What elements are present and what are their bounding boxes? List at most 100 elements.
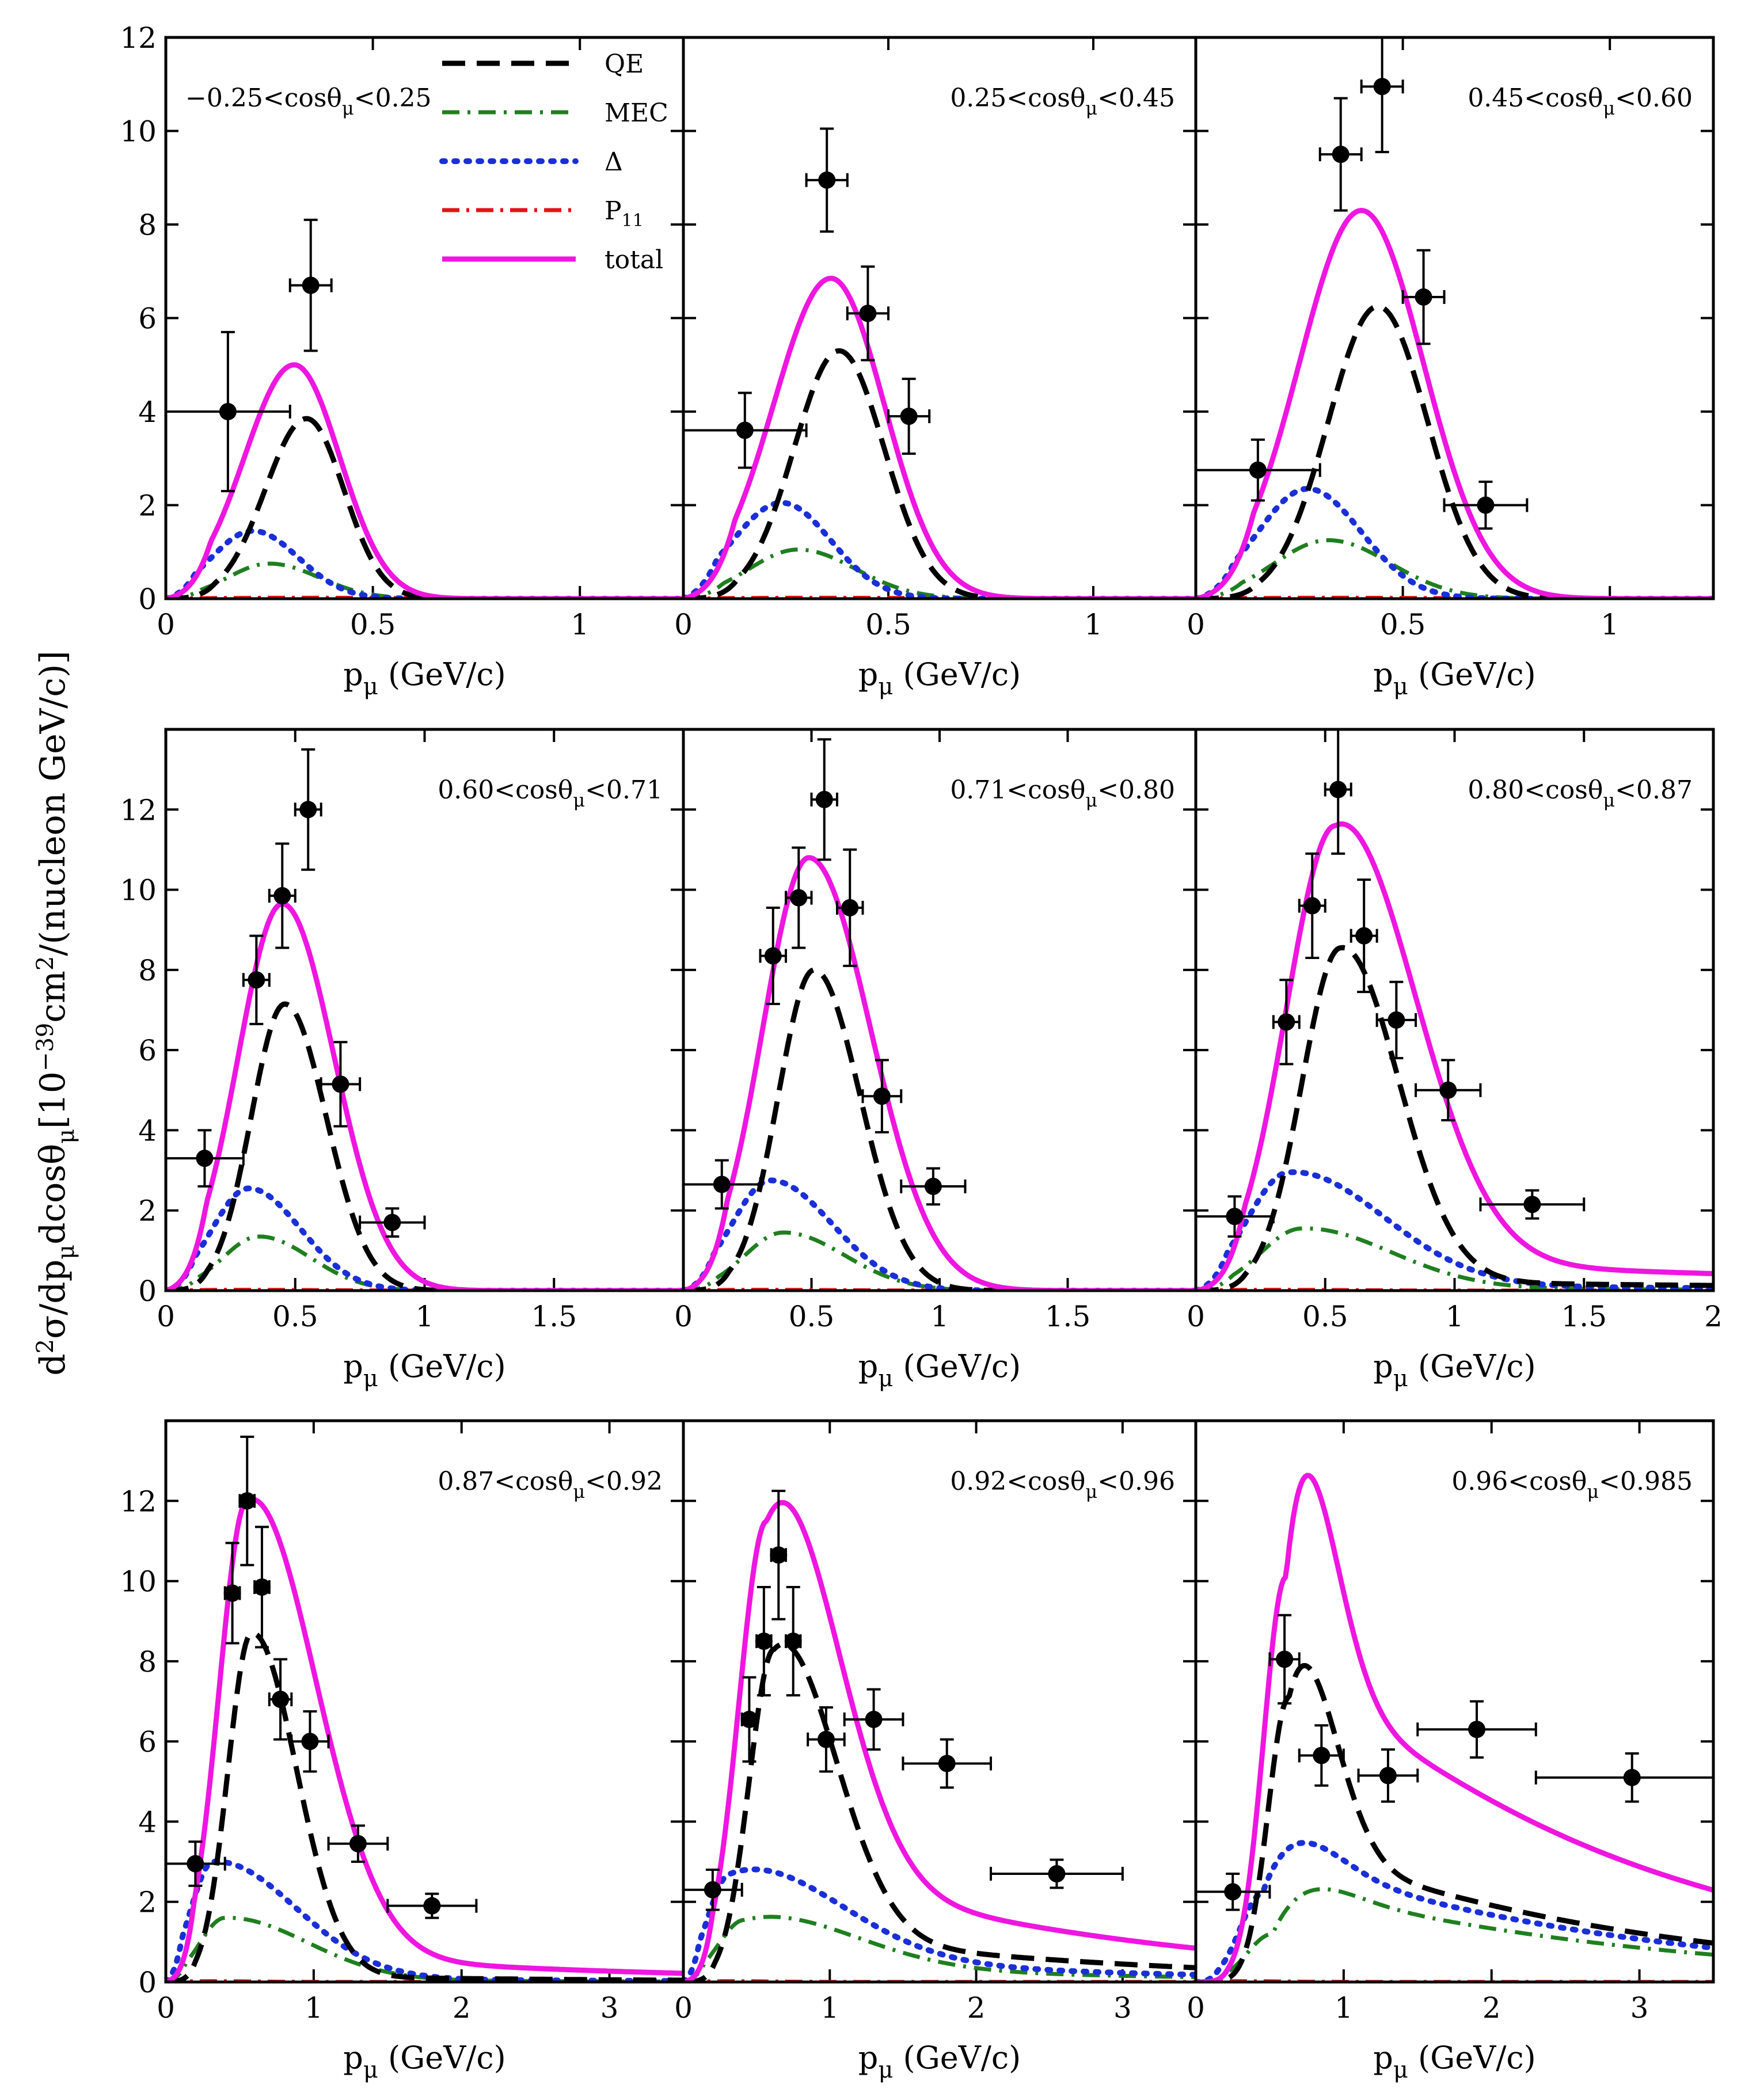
panel-4: 0 0.5 1 1.5 0 2 4 6 8 10 12 0.60<cosθμ<0.71 pμ (GeV/…	[120, 728, 685, 1392]
x-tick-label: 2	[453, 1991, 471, 2025]
panel-9: 0 1 2 3 0.96<cosθμ<0.985 pμ (GeV/c)	[1187, 1419, 1715, 2083]
data-marker	[187, 1855, 204, 1873]
x-tick-label: 1	[305, 1991, 323, 2025]
data-marker	[272, 1691, 290, 1709]
data-marker	[1329, 781, 1347, 798]
x-tick-label: 1	[1084, 608, 1103, 641]
data-marker	[938, 1755, 956, 1772]
data-point	[1443, 480, 1529, 530]
data-point	[990, 1858, 1124, 1889]
panel-8: 0 1 2 3 0.92<cosθμ<0.96 pμ (GeV/c)	[674, 1419, 1198, 2083]
data-point	[166, 1129, 245, 1188]
data-point	[1401, 249, 1446, 345]
panel-angle-label: 0.71<cosθμ<0.80	[950, 775, 1175, 811]
legend-label: QE	[605, 50, 644, 79]
data-marker	[253, 1578, 271, 1596]
data-marker	[736, 421, 754, 439]
data-marker	[1439, 1081, 1457, 1099]
y-tick-label: 2	[138, 1194, 157, 1228]
data-point	[887, 378, 931, 455]
x-axis-title: pμ (GeV/c)	[343, 2040, 505, 2083]
y-tick-label: 2	[138, 489, 157, 523]
data-point	[1357, 1748, 1419, 1803]
panel-angle-label: 0.60<cosθμ<0.71	[438, 775, 663, 811]
y-tick-label: 6	[138, 1034, 157, 1067]
data-point	[1350, 878, 1378, 994]
panel-angle-label: 0.80<cosθμ<0.87	[1468, 775, 1693, 811]
y-tick-label: 6	[138, 1725, 157, 1759]
data-marker	[865, 1710, 883, 1728]
x-axis-title: pμ (GeV/c)	[858, 1348, 1021, 1392]
data-marker	[238, 1492, 256, 1510]
x-tick-label: 0	[1187, 1991, 1205, 2025]
data-point	[807, 1706, 846, 1773]
data-marker	[1415, 288, 1432, 306]
data-marker	[859, 305, 877, 322]
data-marker	[299, 801, 317, 819]
data-marker	[1523, 1196, 1541, 1213]
data-point	[900, 1167, 967, 1206]
x-tick-label: 1	[1446, 1300, 1464, 1333]
legend-label: Δ	[605, 147, 623, 177]
curve-qe	[1196, 1663, 1713, 1982]
data-marker	[704, 1881, 721, 1899]
x-tick-label: 0	[157, 1991, 175, 2025]
data-marker	[332, 1075, 349, 1093]
x-tick-label: 1.5	[531, 1300, 577, 1333]
curve-total	[683, 1500, 1196, 1982]
curve-qe	[683, 348, 1196, 599]
data-marker	[273, 887, 291, 905]
curve-delta	[683, 1866, 1196, 1982]
data-point	[902, 1738, 992, 1789]
panel-angle-label: −0.25<cosθμ<0.25	[185, 83, 432, 119]
y-tick-label: 4	[138, 395, 157, 429]
data-marker	[1276, 1650, 1294, 1668]
data-point	[683, 1869, 743, 1911]
x-axis-title: pμ (GeV/c)	[343, 1348, 505, 1392]
data-point	[238, 1435, 256, 1566]
data-point	[166, 1840, 226, 1887]
data-marker	[301, 1733, 319, 1751]
panel-angle-label: 0.92<cosθμ<0.96	[950, 1467, 1175, 1502]
data-marker	[302, 276, 320, 294]
curve-qe	[683, 1641, 1196, 1982]
data-marker	[219, 403, 237, 420]
x-tick-label: 1	[416, 1300, 434, 1333]
curve-qe	[1196, 303, 1713, 599]
y-tick-label: 0	[138, 1966, 157, 1999]
legend-item-delta: Δ	[439, 147, 623, 177]
data-point	[223, 1542, 241, 1645]
data-point	[785, 846, 813, 949]
panel-2: 0 0.5 1 0.25<cosθμ<0.45 pμ (GeV/c)	[674, 36, 1198, 700]
x-tick-label: 0	[674, 608, 693, 641]
y-axis-title: d2σ/dpμdcosθμ[10−39cm2/(nucleon GeV/c)]	[32, 650, 79, 1376]
data-marker	[817, 1730, 835, 1748]
curve-total	[166, 362, 683, 599]
data-point	[386, 1892, 478, 1919]
x-tick-label: 2	[1482, 1991, 1501, 2025]
legend-label: P11	[605, 196, 644, 231]
data-point	[843, 1688, 904, 1751]
legend-item-qe: QE	[442, 50, 644, 79]
x-tick-label: 3	[1113, 1991, 1132, 2025]
legend-item-mec: MEC	[442, 98, 668, 128]
data-marker	[1226, 1208, 1244, 1226]
data-marker	[1355, 927, 1373, 945]
data-point	[268, 842, 296, 949]
data-point	[770, 1489, 788, 1620]
panel-frame	[1194, 36, 1715, 600]
x-tick-label: 0	[1187, 1300, 1205, 1333]
data-marker	[1303, 897, 1321, 915]
data-marker	[924, 1177, 942, 1195]
data-marker	[248, 971, 265, 989]
data-marker	[1379, 1767, 1397, 1785]
x-tick-label: 0.5	[789, 1300, 835, 1333]
data-marker	[770, 1546, 788, 1564]
data-marker	[815, 790, 833, 808]
legend-item-p11: P11	[442, 196, 644, 231]
curve-mec	[683, 1915, 1196, 1982]
data-marker	[196, 1150, 214, 1167]
data-point	[253, 1525, 271, 1649]
